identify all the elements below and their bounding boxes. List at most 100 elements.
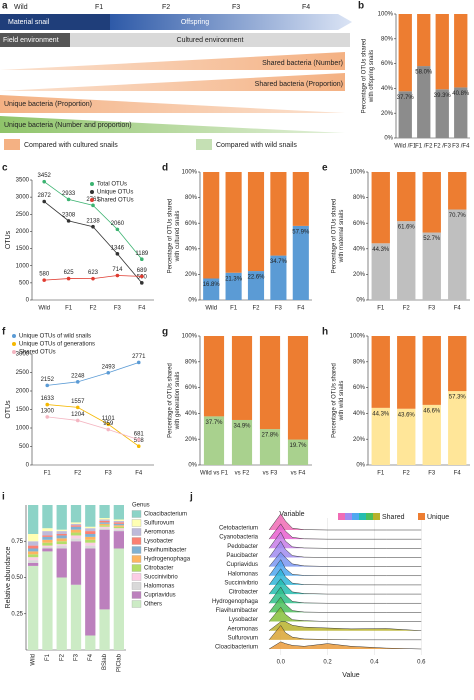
y-tick-label: 20%	[185, 272, 198, 278]
y-tick-label: 20%	[381, 111, 394, 117]
bar-segment	[70, 522, 82, 524]
x-tick-label: F4	[454, 306, 462, 312]
point	[42, 179, 46, 184]
row-label: Cupriavidus	[226, 562, 258, 568]
y-tick-label: 100%	[350, 170, 366, 176]
point	[140, 281, 144, 285]
point	[66, 219, 71, 223]
panel-label: c	[2, 163, 8, 174]
point	[115, 227, 120, 232]
wedge-label: Unique bacteria (Number and proportion)	[4, 122, 132, 129]
bar-segment	[56, 544, 67, 546]
point	[66, 197, 71, 202]
bar-segment	[70, 541, 82, 585]
y-tick-label: 2000	[16, 229, 30, 235]
line	[47, 404, 139, 447]
legend-swatch	[131, 537, 142, 545]
bar-segment	[42, 535, 53, 537]
legend-swatch	[338, 513, 345, 520]
bar-segment	[270, 255, 287, 300]
point	[136, 360, 141, 365]
bar-segment	[99, 519, 110, 521]
offspring-arrow	[110, 14, 352, 30]
row-label: Halomonas	[228, 571, 258, 577]
bar-segment	[99, 526, 110, 529]
value-label: 625	[64, 270, 75, 276]
ridge	[268, 568, 422, 586]
bar-segment	[113, 529, 124, 532]
y-tick-label: 40%	[185, 246, 198, 252]
y-tick-label: 1500	[16, 246, 30, 252]
legend-swatch	[131, 519, 142, 527]
bar-segment	[99, 520, 110, 523]
bar-segment	[28, 554, 39, 558]
y-tick-label: 80%	[353, 359, 366, 365]
bar-segment	[371, 336, 390, 408]
legend-label: Unique OTUs of wild snails	[19, 334, 91, 340]
bar-segment	[42, 531, 53, 536]
bar-segment	[422, 232, 441, 300]
y-tick-label: 0	[26, 298, 30, 304]
value-label: 681	[134, 431, 145, 437]
bar-segment	[292, 225, 309, 300]
y-tick-label: 0.50	[11, 575, 23, 581]
legend-label: Citrobacter	[144, 566, 173, 572]
row-label: Cloacibacterium	[215, 645, 258, 651]
bar-segment	[85, 548, 96, 636]
point	[75, 418, 80, 423]
legend-marker	[12, 334, 16, 338]
bar-segment	[42, 545, 53, 548]
value-label: 34.7%	[270, 259, 288, 265]
panel-label: a	[2, 1, 8, 12]
panel-label: b	[358, 1, 364, 12]
bar-segment	[56, 535, 67, 539]
panel-label: i	[2, 492, 5, 503]
value-label: 34.9%	[233, 424, 251, 430]
x-tick-label: F2 /F3	[434, 144, 452, 150]
ridge	[268, 596, 422, 613]
value-label: 2060	[111, 221, 125, 227]
y-tick-label: 0%	[384, 136, 393, 142]
x-tick-label: 0.6	[417, 660, 426, 666]
ridge	[268, 578, 422, 595]
bar-segment	[28, 560, 39, 563]
value-label: 2771	[132, 354, 146, 360]
generation-label: Wild	[14, 4, 28, 11]
x-tick-label: F4	[454, 471, 462, 477]
bar-segment	[422, 172, 441, 233]
x-tick-label: F3	[275, 306, 283, 312]
bar-segment	[70, 532, 82, 536]
bar-segment	[398, 91, 412, 138]
panel-label: e	[322, 163, 328, 174]
legend-label: Shared	[382, 514, 405, 521]
ridge	[268, 621, 422, 631]
value-label: 2138	[86, 218, 100, 224]
bar-segment	[99, 505, 110, 519]
legend-marker	[90, 182, 94, 186]
panel-label: h	[322, 327, 328, 338]
value-label: 2872	[38, 193, 52, 199]
bar-segment	[70, 584, 82, 650]
bar-segment	[70, 525, 82, 527]
ridge	[268, 641, 422, 650]
value-label: 44.3%	[372, 411, 390, 417]
y-axis-title: Percentage of OTUs shared	[332, 199, 338, 274]
panel-label: j	[189, 492, 193, 503]
bar-segment	[42, 547, 53, 549]
x-tick-label: F1	[230, 306, 238, 312]
point	[75, 405, 80, 410]
y-axis-title: Percentage of OTUs shared	[362, 39, 368, 114]
bar-segment	[113, 531, 124, 549]
x-tick-label: Wild vs F1	[200, 471, 229, 477]
legend-label: Flavihumibacter	[144, 548, 186, 554]
row-label: Cyanobacteria	[219, 535, 258, 541]
bar-label: Material snail	[8, 19, 50, 26]
bar-segment	[56, 538, 67, 542]
bar-segment	[371, 172, 390, 244]
bar-segment	[70, 538, 82, 542]
x-tick-label: F3	[105, 471, 113, 477]
x-axis-title: Value	[342, 672, 359, 679]
bar-segment	[56, 534, 67, 536]
bar-segment	[417, 66, 431, 138]
generation-label: F4	[302, 4, 310, 11]
